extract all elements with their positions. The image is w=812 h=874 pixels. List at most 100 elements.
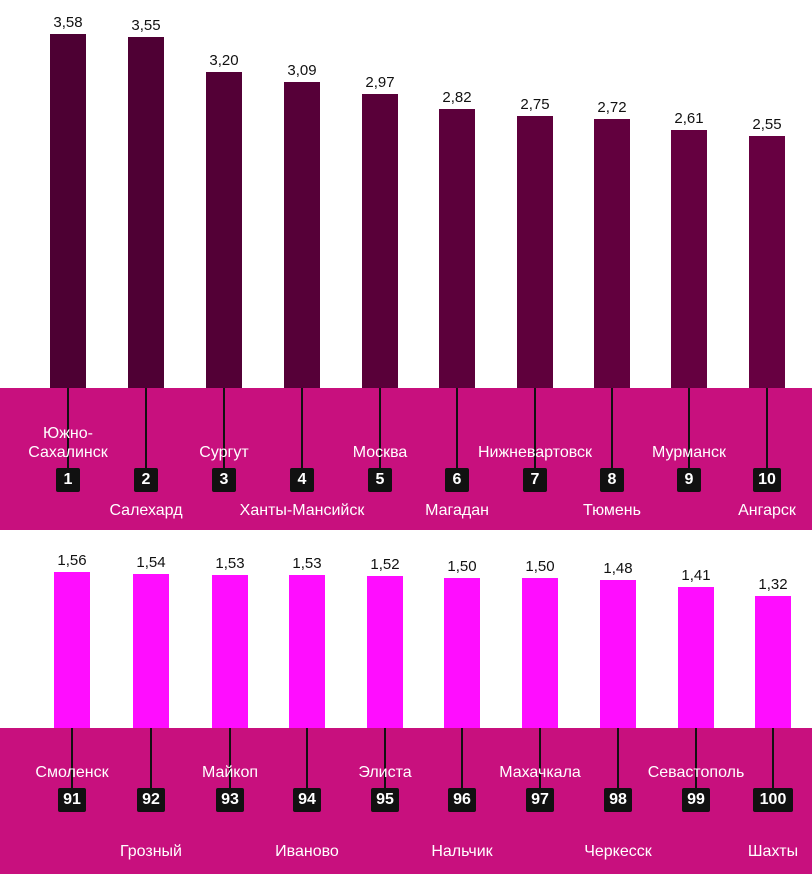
rank-badge: 93 [216,788,244,812]
bar [128,36,164,388]
city-label: Смоленск [35,764,109,781]
data-label: 1,53 [292,555,322,572]
bar [367,576,403,728]
bar [749,135,785,388]
city-label: Москва [352,444,408,461]
leader-line [766,388,768,468]
bar [50,34,86,388]
bar [600,580,636,728]
city-label: Магадан [425,502,489,519]
city-label: Севастополь [647,764,745,781]
data-label: 1,54 [136,554,166,571]
rank-badge: 8 [600,468,624,492]
rank-badge: 91 [58,788,86,812]
city-label: Майкоп [201,764,259,781]
rank-badge: 1 [56,468,80,492]
rank-badge: 6 [445,468,469,492]
leader-line [456,388,458,468]
data-label: 1,53 [215,555,245,572]
city-label: Элиста [358,764,412,781]
data-label: 1,48 [603,560,633,577]
leader-line [461,728,463,788]
rank-badge: 97 [526,788,554,812]
leader-line [534,388,536,468]
data-label: 2,61 [674,109,704,127]
leader-line [539,728,541,788]
city-label: Нижневартовск [477,444,593,461]
rank-badge: 4 [290,468,314,492]
city-label: Иваново [275,843,339,860]
leader-line [772,728,774,788]
bar [444,578,480,728]
leader-line [379,388,381,468]
leader-line [611,388,613,468]
leader-line [229,728,231,788]
rank-badge: 94 [293,788,321,812]
rank-badge: 9 [677,468,701,492]
city-label: Сургут [199,444,249,461]
city-label: Шахты [747,843,799,860]
bar [362,94,398,388]
bar [133,574,169,728]
leader-line [688,388,690,468]
leader-line [695,728,697,788]
rank-badge: 99 [682,788,710,812]
data-label: 1,56 [57,552,87,569]
leader-line [150,728,152,788]
bottom-label-band [0,728,812,874]
leader-line [71,728,73,788]
top-label-band [0,388,812,530]
data-label: 3,20 [209,51,239,69]
rank-badge: 5 [368,468,392,492]
leader-line [223,388,225,468]
leader-line [301,388,303,468]
bar [594,119,630,388]
bottom-10-chart: 1,56 91 Смоленск 1,54 92 Грозный 1,53 93 Майкоп 1… [0,530,812,874]
leader-line [67,388,69,468]
bar [671,129,707,388]
rank-badge: 3 [212,468,236,492]
bar [206,71,242,388]
city-label: Грозный [120,843,182,860]
city-label: Мурманск [652,444,726,461]
city-label: Южно- Сахалинск [28,425,108,461]
data-label: 2,55 [752,115,782,133]
bar [54,572,90,728]
city-label: Тюмень [583,502,641,519]
bar [289,575,325,728]
data-label: 3,09 [287,62,317,80]
data-label: 3,58 [53,14,83,31]
rank-badge: 98 [604,788,632,812]
leader-line [145,388,147,468]
bar [517,116,553,388]
rank-badge: 96 [448,788,476,812]
bar [678,587,714,728]
data-label: 2,72 [597,99,627,117]
rank-badge: 2 [134,468,158,492]
city-label: Ангарск [738,502,796,519]
data-label: 3,55 [131,16,161,34]
data-label: 1,52 [370,556,400,573]
data-label: 2,75 [520,96,550,114]
bar [284,82,320,388]
city-label: Нальчик [431,843,493,860]
data-label: 2,82 [442,89,472,107]
rank-badge: 7 [523,468,547,492]
data-label: 1,50 [447,558,477,575]
top-10-chart: 3,58 1 Южно- Сахалинск 3,55 2 Салехард 3,20 3 Су… [0,14,812,530]
rank-badge: 10 [753,468,781,492]
bar [522,578,558,728]
leader-line [617,728,619,788]
city-label: Махачкала [499,764,581,781]
leader-line [306,728,308,788]
rank-badge: 100 [753,788,793,812]
data-label: 2,97 [365,74,395,92]
city-label: Ханты-Мансийск [239,502,365,519]
city-label: Черкесск [584,843,652,860]
leader-line [384,728,386,788]
bar [212,575,248,728]
data-label: 1,41 [681,567,711,584]
bar [439,109,475,388]
rank-badge: 95 [371,788,399,812]
data-label: 1,50 [525,558,555,575]
